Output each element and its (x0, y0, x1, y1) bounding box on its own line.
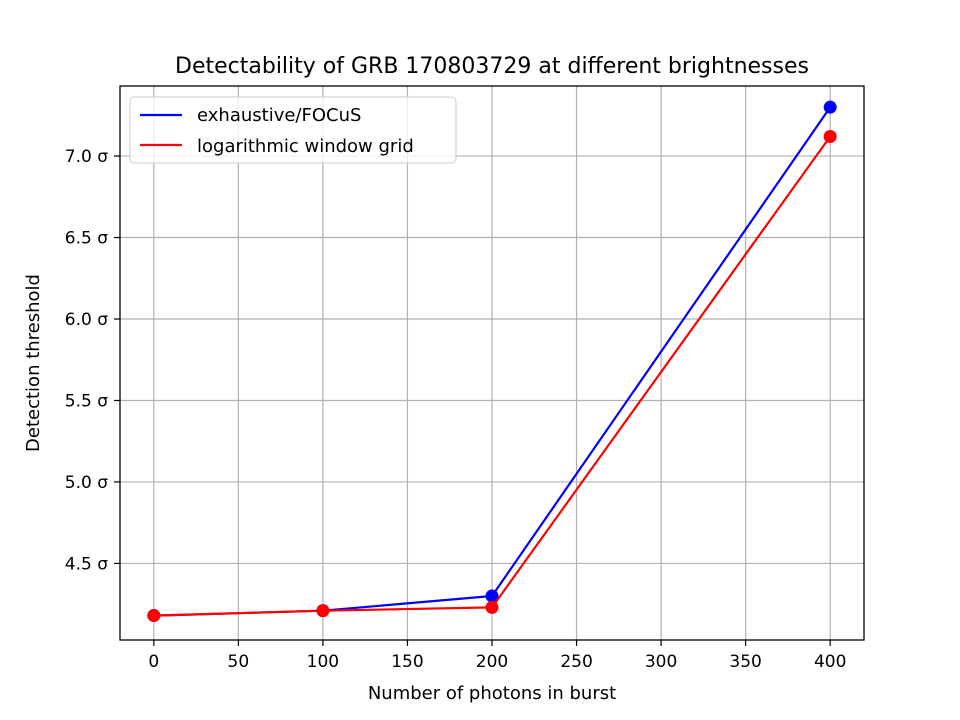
y-tick-label: 4.5 σ (65, 554, 108, 574)
legend-label-logarithmic-window-grid: logarithmic window grid (197, 136, 414, 157)
data-point-logarithmic-window-grid (316, 604, 330, 618)
x-axis-label: Number of photons in burst (368, 683, 616, 704)
legend-box (129, 96, 457, 164)
data-point-logarithmic-window-grid (823, 130, 837, 144)
x-tick-label: 100 (307, 652, 339, 672)
series-layer (147, 100, 837, 623)
legend-label-exhaustive-focus: exhaustive/FOCuS (197, 105, 361, 126)
x-tick-label: 250 (560, 652, 592, 672)
y-tick-label: 6.5 σ (65, 229, 108, 249)
y-tick-label: 5.0 σ (65, 473, 108, 493)
x-tick-label: 0 (148, 652, 159, 672)
data-point-logarithmic-window-grid (485, 600, 499, 614)
chart-title: Detectability of GRB 170803729 at differ… (175, 54, 809, 79)
y-tick-label: 5.5 σ (65, 391, 108, 411)
data-point-exhaustive-focus (823, 100, 837, 114)
x-tick-label: 150 (391, 652, 423, 672)
x-tick-label: 50 (228, 652, 250, 672)
y-tick-label: 7.0 σ (65, 147, 108, 167)
y-tick-label: 6.0 σ (65, 310, 108, 330)
grid (120, 86, 864, 640)
data-point-exhaustive-focus (485, 589, 499, 603)
legend: exhaustive/FOCuS logarithmic window grid (129, 96, 457, 164)
x-tick-label: 200 (476, 652, 508, 672)
x-axis-ticks: 0 50 100 150 200 250 300 350 400 (148, 640, 846, 672)
x-tick-label: 350 (729, 652, 761, 672)
data-point-logarithmic-window-grid (147, 609, 161, 623)
y-axis-ticks: 4.5 σ 5.0 σ 5.5 σ 6.0 σ 6.5 σ 7.0 σ (65, 147, 120, 574)
series-line-logarithmic-window-grid (153, 135, 832, 617)
x-tick-label: 400 (814, 652, 846, 672)
y-axis-label: Detection threshold (23, 274, 44, 452)
x-tick-label: 300 (645, 652, 677, 672)
